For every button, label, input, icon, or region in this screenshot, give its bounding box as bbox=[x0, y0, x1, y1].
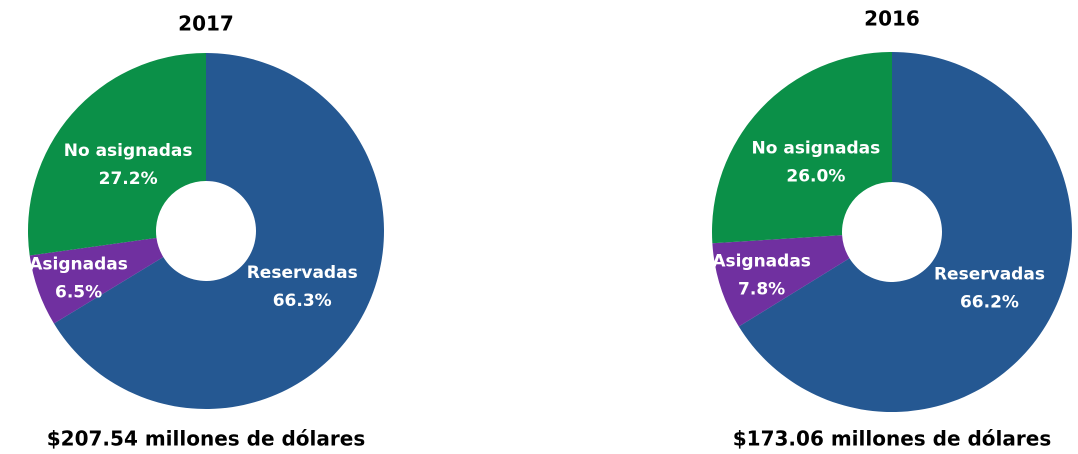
slice-label: Asignadas bbox=[712, 251, 811, 271]
pie-slice bbox=[29, 237, 164, 324]
pie-slice bbox=[53, 53, 385, 410]
slice-label: No asignadas bbox=[64, 141, 193, 161]
pie-slice bbox=[712, 235, 850, 327]
pie-slice bbox=[738, 52, 1072, 412]
pie-slice bbox=[711, 52, 892, 244]
chart-subtitle: $207.54 millones de dólares bbox=[47, 427, 365, 451]
chart-title: 2016 bbox=[864, 7, 920, 31]
slice-label: Asignadas bbox=[29, 254, 128, 274]
slice-value: 66.2% bbox=[960, 292, 1019, 312]
slice-value: 26.0% bbox=[786, 167, 845, 187]
slice-value: 6.5% bbox=[55, 282, 102, 302]
slice-value: 66.3% bbox=[273, 291, 332, 311]
slice-label: Reservadas bbox=[934, 264, 1045, 284]
pie-slice bbox=[28, 53, 207, 256]
slice-value: 7.8% bbox=[738, 279, 785, 299]
slice-label: No asignadas bbox=[752, 139, 881, 159]
chart-title: 2017 bbox=[178, 12, 234, 36]
slice-label: Reservadas bbox=[247, 263, 358, 283]
slice-value: 27.2% bbox=[99, 169, 158, 189]
chart-subtitle: $173.06 millones de dólares bbox=[733, 427, 1051, 451]
